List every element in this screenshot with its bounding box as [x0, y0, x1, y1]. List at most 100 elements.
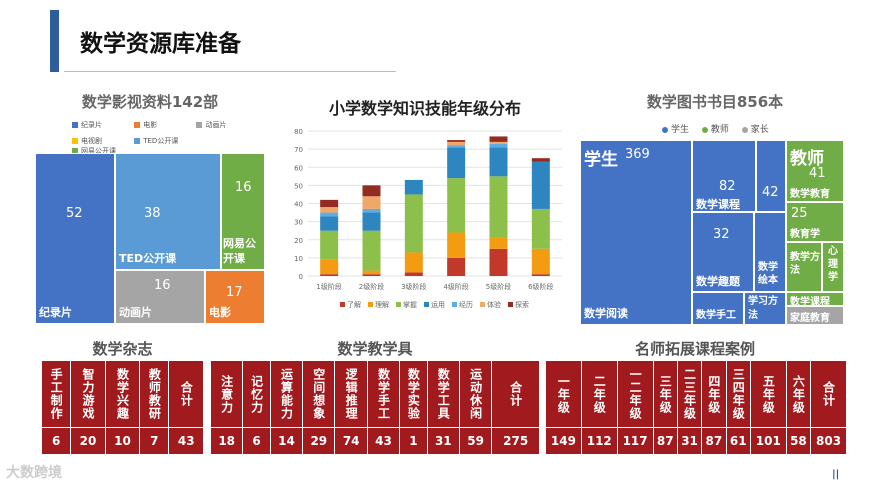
y-tick-label: 30: [294, 219, 303, 227]
header-text: 三四年级: [731, 368, 746, 420]
legend-item: 家长: [741, 125, 769, 135]
bar-segment: [447, 145, 466, 148]
table-header-cell: 一二年级: [616, 360, 654, 428]
header-text: 四年级: [706, 374, 721, 414]
legend-label: 教师: [710, 125, 729, 135]
table-header-cell: 注意力: [209, 360, 244, 428]
cell-label: 数学课程: [790, 297, 830, 308]
table-header-cell: 四年级: [701, 360, 727, 428]
treemap-cell-documentary: 52 纪录片: [35, 153, 115, 324]
treemap-cell-student: 学生 369 数学阅读: [580, 140, 692, 325]
table-value-cell: 803: [810, 427, 847, 455]
header-text: 一年级: [556, 374, 571, 414]
legend-label: 经历: [459, 300, 473, 309]
x-tick-label: 4级阶段: [443, 282, 468, 291]
bar-segment: [489, 248, 508, 276]
table-header-cell: 五年级: [749, 360, 787, 428]
treemap-cell-teacher: 教师 41 数学教育: [786, 140, 844, 202]
page-title: 数学资源库准备: [80, 31, 241, 57]
table-value-cell: 101: [749, 427, 787, 455]
bar-segment: [489, 176, 508, 238]
x-tick-label: 6级阶段: [528, 282, 553, 291]
legend-label: 学生: [671, 125, 690, 135]
table-header-cell: 数学兴趣: [104, 360, 141, 428]
x-tick-label: 3级阶段: [401, 282, 426, 291]
bar-segment: [531, 208, 550, 249]
table-value-cell: 87: [652, 427, 678, 455]
table-header-cell: 合计: [491, 360, 540, 428]
bar-segment: [362, 212, 381, 231]
legend-item: 网易公开课: [72, 146, 138, 156]
y-tick-label: 0: [299, 273, 303, 281]
x-tick-label: 5级阶段: [486, 282, 511, 291]
cell-value: 41: [809, 166, 826, 181]
table-header-cell: 逻辑推理: [334, 360, 368, 428]
table-header-cell: 运动休闲: [458, 360, 493, 428]
cell-label: 数学课程: [696, 198, 740, 211]
legend-label: 动画片: [205, 121, 227, 129]
table-value-cell: 20: [70, 427, 106, 455]
treemap-cell-movie: 17 电影: [205, 270, 265, 324]
bar-segment: [362, 270, 381, 275]
table-value-cell: 74: [334, 427, 368, 455]
bar-segment: [362, 274, 381, 276]
video-section-title: 数学影视资料142部: [81, 93, 219, 111]
cell-label: 动画片: [119, 306, 152, 319]
legend-swatch: [452, 302, 457, 307]
bar-segment: [447, 140, 466, 142]
cell-label: 电影: [209, 306, 231, 319]
header-text: 教师教研: [147, 368, 162, 420]
cell-label: 数学手工: [696, 310, 736, 321]
cell-value: 82: [719, 179, 736, 194]
bar-segment: [320, 259, 339, 275]
treemap-cell-netease: 16 网易公开课: [221, 153, 265, 270]
treemap-cell-math-course: 82 数学课程: [692, 140, 756, 212]
y-tick-label: 20: [294, 237, 303, 245]
treemap-cell-family: 家庭教育: [786, 306, 844, 325]
treemap-cell-ted: 38 TED公开课: [115, 153, 221, 270]
cell-label: 纪录片: [39, 306, 72, 319]
bar-segment: [320, 216, 339, 231]
cell-label: 数学绘本: [758, 262, 778, 286]
bar-segment: [531, 248, 550, 275]
treemap-cell-handcraft: 数学手工: [692, 292, 744, 325]
bar-segment: [447, 257, 466, 276]
title-divider: [64, 71, 396, 72]
table-value-cell: 117: [616, 427, 654, 455]
bar-segment: [489, 147, 508, 177]
legend-item: 电影: [134, 120, 194, 130]
table-value-cell: 43: [366, 427, 401, 455]
header-text: 合计: [508, 381, 523, 407]
legend-swatch: [134, 138, 141, 144]
chart-title: 小学数学知识技能年级分布: [328, 99, 521, 118]
cell-label: 数学教育: [790, 189, 830, 200]
courses-table: 一年级 二年级 一二年级 三年级 二三年级 四年级 三四年级 五年级 六年级 合计 149 112 1…: [545, 360, 847, 455]
table-value-cell: 31: [426, 427, 460, 455]
cell-label: 教学方法: [790, 252, 820, 276]
bar-segment: [320, 230, 339, 260]
table-value-cell: 6: [40, 427, 72, 455]
table-header-cell: 一年级: [545, 360, 582, 428]
cell-value: 42: [762, 185, 779, 200]
legend-swatch: [340, 302, 345, 307]
table-header-cell: 三年级: [652, 360, 678, 428]
title-accent-bar: [50, 10, 59, 72]
legend-label: 电视剧: [81, 137, 102, 145]
table-value-cell: 149: [545, 427, 582, 455]
legend-label: TED公开课: [143, 137, 179, 145]
treemap-cell-fun-problems: 32 数学趣题: [692, 212, 754, 292]
legend-swatch: [72, 138, 78, 144]
cell-value: 369: [625, 147, 650, 162]
table-header-cell: 数学手工: [366, 360, 401, 428]
legend-swatch: [368, 302, 373, 307]
legend-item: 纪录片: [72, 120, 132, 130]
legend-label: 家长: [750, 125, 769, 135]
table-header-cell: 合计: [168, 360, 204, 428]
treemap-cell-learning-method: 学习方法: [744, 292, 786, 325]
legend-label: 理解: [375, 300, 389, 309]
cell-label: 教育学: [790, 229, 820, 240]
header-text: 一二年级: [628, 368, 643, 420]
table-header-cell: 数学实验: [399, 360, 428, 428]
books-treemap: 学生 369 数学阅读 82 数学课程 42 32 数学趣题 数学绘本 数学手工…: [580, 140, 844, 325]
courses-section-title: 名师拓展课程案例: [634, 340, 755, 358]
